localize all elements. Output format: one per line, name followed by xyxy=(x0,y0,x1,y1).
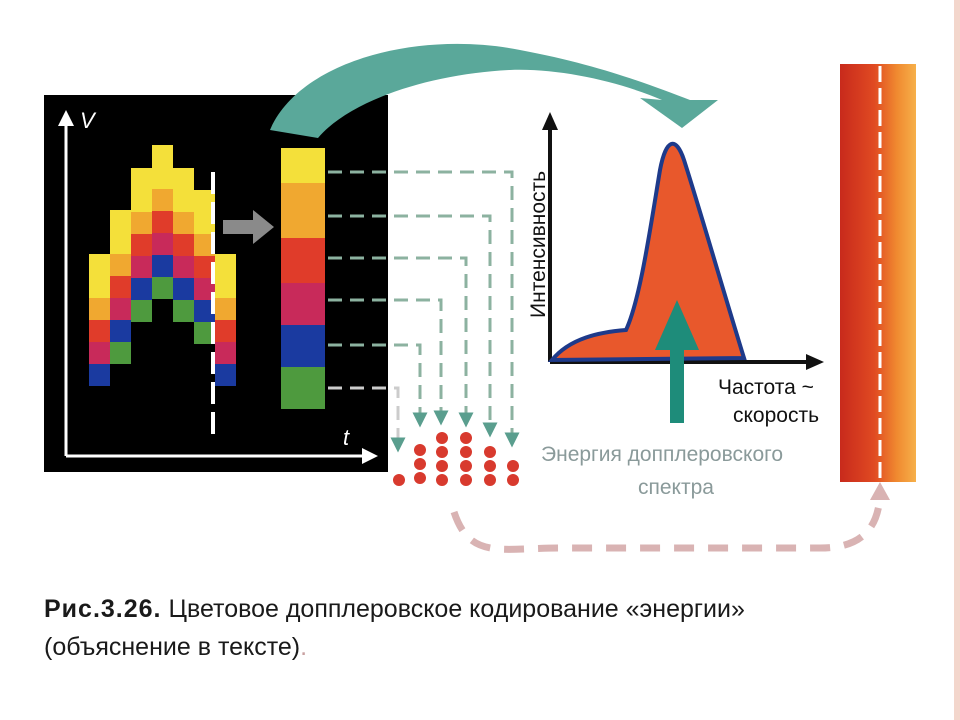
spectrum-column-band xyxy=(281,183,325,203)
spectrogram-cell xyxy=(194,256,215,278)
slide-edge-accent xyxy=(954,0,960,720)
spectrogram-cell xyxy=(173,212,194,234)
energy-dot xyxy=(484,460,496,472)
spectrogram-cell xyxy=(173,190,194,212)
spectrogram-cell xyxy=(215,320,236,342)
return-arrow-head xyxy=(870,482,890,500)
spectrogram-cell xyxy=(173,256,194,278)
spectrogram-cell xyxy=(215,254,236,276)
spectrogram-cell xyxy=(110,232,131,254)
spectrogram-cell xyxy=(152,189,173,211)
spectrogram-cell xyxy=(131,168,152,190)
caption-line1: Цветовое допплеровское кодирование «энер… xyxy=(168,595,745,623)
energy-dot xyxy=(436,446,448,458)
spectrogram-cell xyxy=(131,300,152,322)
energy-dot xyxy=(414,444,426,456)
spectrogram-cell xyxy=(194,322,215,344)
spectrogram-cell xyxy=(152,255,173,277)
caption-line2: (объяснение в тексте) xyxy=(44,633,301,661)
spectrogram-cell xyxy=(194,234,215,256)
spectrogram-axes xyxy=(58,110,378,464)
energy-arrow xyxy=(655,300,699,423)
spectrum-column-band xyxy=(281,367,325,409)
spectrogram-cell xyxy=(131,278,152,300)
energy-dot xyxy=(460,432,472,444)
energy-dot xyxy=(414,472,426,484)
spectrogram-cell xyxy=(173,278,194,300)
energy-dot xyxy=(460,460,472,472)
spectrogram-cell xyxy=(194,190,215,212)
spectrogram-cell xyxy=(152,167,173,189)
spectrogram-cell xyxy=(110,254,131,276)
spectrogram-cell xyxy=(215,298,236,320)
v-axis-label: V xyxy=(80,108,97,133)
spectrogram-cell xyxy=(152,211,173,233)
spectrogram-cell xyxy=(89,276,110,298)
energy-dot xyxy=(436,432,448,444)
energy-dot xyxy=(460,474,472,486)
to-column-arrow xyxy=(223,210,274,244)
energy-dot xyxy=(484,446,496,458)
y-axis-label: Интенсивность xyxy=(527,171,550,318)
spectrogram-cell xyxy=(110,320,131,342)
spectrogram-cell xyxy=(110,342,131,364)
spectrogram-cell xyxy=(215,276,236,298)
energy-dot xyxy=(484,474,496,486)
spectrogram-cell xyxy=(152,277,173,299)
energy-dot xyxy=(414,458,426,470)
doppler-energy-diagram: V t Интенсивность Частота ~ скорость xyxy=(44,43,916,553)
spectrogram-cell xyxy=(173,300,194,322)
spectrum-column-band xyxy=(281,325,325,367)
t-axis-label: t xyxy=(343,425,350,450)
figure-caption: Рис.3.26. Цветовое допплеровское кодиров… xyxy=(44,590,944,666)
spectrogram-cell xyxy=(110,276,131,298)
spectrogram-cell xyxy=(110,210,131,232)
spectrogram-cell xyxy=(89,364,110,386)
energy-dot xyxy=(460,446,472,458)
spectrogram-cell xyxy=(215,342,236,364)
energy-dot xyxy=(436,474,448,486)
spectrogram-cell xyxy=(173,168,194,190)
spectrogram-cell xyxy=(194,278,215,300)
x-axis-label-line2: скорость xyxy=(733,404,819,427)
spectrogram-cell xyxy=(173,234,194,256)
caption-dot: . xyxy=(300,633,308,661)
spectrogram-cell xyxy=(215,364,236,386)
doppler-spectrum-peak xyxy=(547,141,747,363)
spectrogram-cell xyxy=(152,145,173,167)
spectrum-column xyxy=(281,148,325,409)
return-dashed-arrow xyxy=(450,494,884,553)
spectrogram-cell xyxy=(131,212,152,234)
spectrum-column-band xyxy=(281,283,325,325)
energy-dot xyxy=(393,474,405,486)
spectrogram-cell xyxy=(131,234,152,256)
spectrogram-cell xyxy=(131,190,152,212)
color-energy-bar xyxy=(840,64,916,482)
spectrogram-cell xyxy=(89,254,110,276)
spectrogram-cell xyxy=(152,233,173,255)
energy-dot xyxy=(507,460,519,472)
spectrum-column-band xyxy=(281,148,325,183)
energy-dots xyxy=(393,432,519,486)
energy-dot xyxy=(507,474,519,486)
dashed-guides xyxy=(328,170,520,453)
x-axis-label-line1: Частота ~ xyxy=(718,376,814,399)
spectrum-column-band xyxy=(281,203,325,238)
spectrogram-cell xyxy=(110,298,131,320)
spectrogram-cell xyxy=(194,212,215,234)
spectrogram-cell xyxy=(194,300,215,322)
spectrogram-pixels xyxy=(89,145,236,386)
energy-dot xyxy=(436,460,448,472)
spectrogram-cell xyxy=(131,256,152,278)
energy-label-line1: Энергия допплеровского xyxy=(541,443,783,466)
spectrogram-cell xyxy=(89,320,110,342)
energy-label-line2: спектра xyxy=(638,476,714,499)
spectrogram-cell xyxy=(89,298,110,320)
spectrum-column-band xyxy=(281,238,325,283)
curved-teal-arrow xyxy=(270,43,718,138)
figure-number: Рис.3.26. xyxy=(44,595,162,623)
spectrogram-cell xyxy=(89,342,110,364)
